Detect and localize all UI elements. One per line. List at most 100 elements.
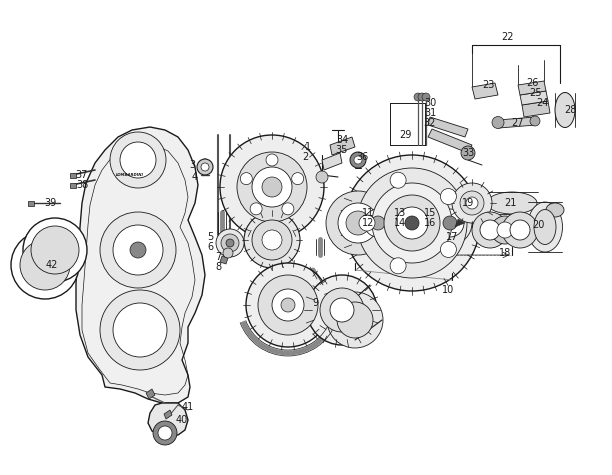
Text: 23: 23 [482,80,494,90]
Text: 22: 22 [502,32,514,42]
Circle shape [418,93,426,101]
Polygon shape [322,153,342,170]
Polygon shape [428,117,468,137]
Circle shape [252,220,292,260]
Circle shape [113,303,167,357]
Circle shape [262,230,282,250]
Circle shape [226,239,234,247]
Circle shape [364,209,392,237]
Polygon shape [455,219,465,227]
Circle shape [372,183,452,263]
Circle shape [220,135,324,239]
Text: 37: 37 [76,170,88,180]
Circle shape [246,263,330,347]
Text: 1: 1 [305,142,311,152]
Circle shape [327,292,383,348]
Circle shape [158,426,172,440]
Ellipse shape [555,93,575,127]
Circle shape [153,421,177,445]
Polygon shape [28,200,34,206]
Circle shape [113,225,163,275]
Circle shape [23,218,87,282]
Text: 35: 35 [336,145,348,155]
Circle shape [356,201,400,245]
Text: 13: 13 [394,208,406,218]
Circle shape [441,241,457,257]
Polygon shape [70,182,76,188]
Text: 33: 33 [462,148,474,158]
Circle shape [414,93,422,101]
Text: 42: 42 [46,260,58,270]
Circle shape [390,258,406,274]
Text: 15: 15 [424,208,436,218]
Circle shape [492,116,504,129]
Circle shape [422,93,430,101]
Circle shape [371,216,385,230]
Circle shape [354,156,362,164]
Circle shape [120,142,156,178]
Text: 24: 24 [536,98,548,108]
Polygon shape [146,389,155,399]
Circle shape [337,302,373,338]
Circle shape [530,116,540,126]
Polygon shape [70,172,76,178]
Text: 30: 30 [424,98,436,108]
Text: 6: 6 [207,242,213,252]
Text: 36: 36 [356,152,368,162]
Polygon shape [76,127,205,403]
Text: 32: 32 [424,118,436,128]
Text: 34: 34 [336,135,348,145]
Text: 18: 18 [499,248,511,258]
Circle shape [480,220,500,240]
Text: LOMBARDINI: LOMBARDINI [116,173,144,177]
Circle shape [272,289,304,321]
Ellipse shape [487,192,537,214]
Polygon shape [498,117,536,128]
Polygon shape [330,137,355,155]
Polygon shape [520,91,548,105]
Circle shape [31,226,79,274]
Circle shape [384,195,440,251]
Circle shape [237,152,307,222]
Circle shape [466,197,478,209]
Circle shape [338,203,378,243]
Text: 20: 20 [532,220,544,230]
Circle shape [390,172,406,188]
Ellipse shape [528,202,562,252]
Text: 29: 29 [399,130,411,140]
Ellipse shape [534,209,556,245]
Circle shape [350,152,366,168]
Circle shape [11,231,79,299]
Text: 3: 3 [189,160,195,170]
Text: 19: 19 [462,198,474,208]
Text: 12: 12 [362,218,374,228]
Text: 16: 16 [424,218,436,228]
Circle shape [244,212,300,268]
Text: 11: 11 [362,208,374,218]
Circle shape [452,183,492,223]
Polygon shape [164,410,172,419]
Text: 7: 7 [215,252,221,262]
Text: 8: 8 [215,262,221,272]
Circle shape [281,298,295,312]
Circle shape [250,203,262,215]
Circle shape [252,167,292,207]
Circle shape [258,275,318,335]
Polygon shape [518,81,546,95]
Text: 14: 14 [394,218,406,228]
Circle shape [330,298,354,322]
Circle shape [320,288,364,332]
Text: 39: 39 [44,198,56,208]
Circle shape [241,172,252,185]
Polygon shape [220,256,228,264]
Circle shape [472,212,508,248]
Polygon shape [428,129,472,153]
Circle shape [100,212,176,288]
Ellipse shape [546,203,564,217]
Text: 5: 5 [207,232,213,242]
Circle shape [428,201,472,245]
Circle shape [130,242,146,258]
Text: 17: 17 [446,232,458,242]
Circle shape [100,290,180,370]
Polygon shape [472,83,498,99]
